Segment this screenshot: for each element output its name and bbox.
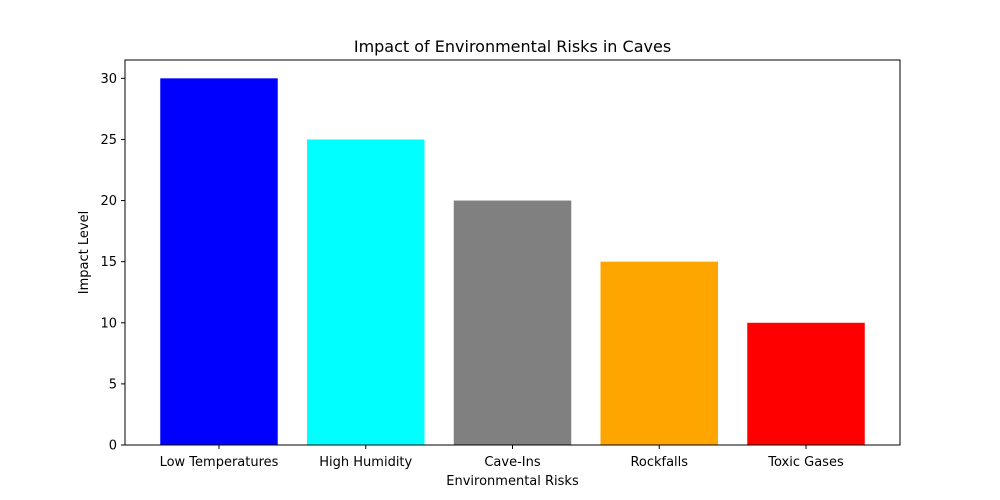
chart-title: Impact of Environmental Risks in Caves — [354, 37, 671, 56]
y-axis-ticks: 0 5 10 15 20 25 30 — [100, 72, 125, 454]
y-axis-label: Impact Level — [77, 211, 92, 294]
x-axis-ticks: Low Temperatures High Humidity Cave-Ins Roc… — [160, 445, 844, 470]
y-tick-label: 10 — [100, 316, 117, 331]
x-tick-label: Cave-Ins — [484, 455, 540, 470]
bar-low-temperatures — [160, 78, 278, 445]
y-tick-label: 0 — [109, 439, 117, 454]
bar-toxic-gases — [747, 322, 865, 445]
x-tick-label: Toxic Gases — [767, 455, 844, 470]
y-tick-label: 25 — [100, 133, 117, 148]
x-axis-label: Environmental Risks — [446, 474, 579, 489]
y-tick-label: 5 — [109, 377, 117, 392]
x-tick-label: Low Temperatures — [160, 455, 279, 470]
bar-cave-ins — [453, 200, 572, 445]
plot-frame — [124, 59, 901, 446]
y-tick-label: 15 — [100, 255, 117, 270]
bar-high-humidity — [307, 139, 425, 445]
x-tick-label: High Humidity — [319, 455, 412, 470]
x-tick-label: Rockfalls — [630, 455, 688, 470]
bar-rockfalls — [600, 261, 718, 445]
y-tick-label: 20 — [100, 194, 117, 209]
bars-group — [160, 78, 865, 445]
y-tick-label: 30 — [100, 72, 117, 87]
